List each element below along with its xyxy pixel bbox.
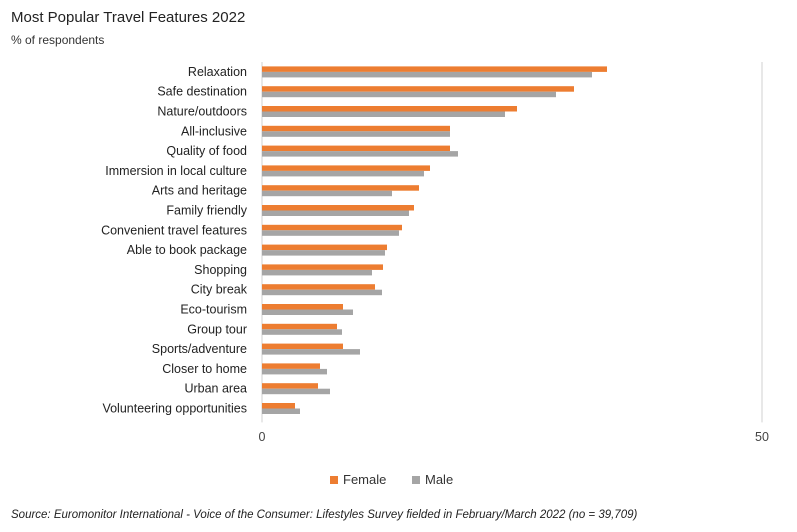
legend-label-female: Female xyxy=(343,472,387,487)
bar-chart: 0 50 Relaxation Safe destination Nature/outd… xyxy=(101,62,769,444)
bar-male xyxy=(262,91,556,98)
category-label: Relaxation xyxy=(188,65,247,79)
bar-male xyxy=(262,170,424,177)
bar-male xyxy=(262,408,300,414)
category-label: Eco-tourism xyxy=(180,303,247,317)
bar-male xyxy=(262,309,353,315)
category-label: All-inclusive xyxy=(181,124,247,138)
bar-male xyxy=(262,111,505,117)
bar-female xyxy=(262,244,387,251)
bar-female xyxy=(262,264,383,270)
legend-item-male: Male xyxy=(412,472,453,487)
bar-female xyxy=(262,165,430,171)
category-label: Volunteering opportunities xyxy=(102,402,247,416)
bar-female xyxy=(262,66,607,72)
bar-male xyxy=(262,151,458,157)
category-label: Sports/adventure xyxy=(152,342,247,356)
bar-male xyxy=(262,368,327,375)
legend-swatch-female xyxy=(330,475,338,484)
legend: Female Male xyxy=(0,472,797,488)
category-label: Closer to home xyxy=(162,362,247,376)
bar-male xyxy=(262,289,382,296)
category-label: Arts and heritage xyxy=(152,184,247,198)
chart-subtitle: % of respondents xyxy=(11,33,105,47)
bar-male xyxy=(262,329,342,335)
bar-male xyxy=(262,250,385,256)
legend-swatch-male xyxy=(412,475,420,484)
category-label: Immersion in local culture xyxy=(105,164,247,178)
category-label: Urban area xyxy=(184,382,247,396)
category-label: Convenient travel features xyxy=(101,223,247,237)
chart-title: Most Popular Travel Features 2022 xyxy=(11,9,246,26)
bar-male xyxy=(262,210,409,216)
bar-female xyxy=(262,304,343,310)
bar-female xyxy=(262,145,450,152)
bar-male xyxy=(262,230,399,236)
legend-item-female: Female xyxy=(330,472,386,487)
x-tick-label: 0 xyxy=(259,430,266,444)
bar-female xyxy=(262,205,414,211)
x-tick-label: 50 xyxy=(755,430,769,444)
bar-female xyxy=(262,125,450,132)
category-label: City break xyxy=(191,283,248,297)
bar-female xyxy=(262,403,295,409)
legend-label-male: Male xyxy=(425,472,454,487)
bar-male xyxy=(262,71,592,78)
bar-male xyxy=(262,269,372,276)
category-label: Able to book package xyxy=(127,243,247,257)
bar-female xyxy=(262,224,402,231)
category-label: Group tour xyxy=(187,322,247,336)
category-label: Shopping xyxy=(194,263,247,277)
category-label: Quality of food xyxy=(166,144,247,158)
bar-female xyxy=(262,185,419,191)
bar-male xyxy=(262,131,450,137)
bar-female xyxy=(262,284,375,290)
bar-female xyxy=(262,363,320,369)
bar-female xyxy=(262,383,318,389)
bar-female xyxy=(262,323,337,330)
bar-male xyxy=(262,349,360,355)
bar-male xyxy=(262,190,392,197)
bar-female xyxy=(262,86,574,92)
bar-female xyxy=(262,106,517,112)
bar-male xyxy=(262,388,330,395)
bar-female xyxy=(262,343,343,350)
category-label: Nature/outdoors xyxy=(157,105,247,119)
source-note: Source: Euromonitor International - Voic… xyxy=(11,509,638,521)
category-label: Family friendly xyxy=(166,204,247,218)
category-label: Safe destination xyxy=(157,85,247,99)
